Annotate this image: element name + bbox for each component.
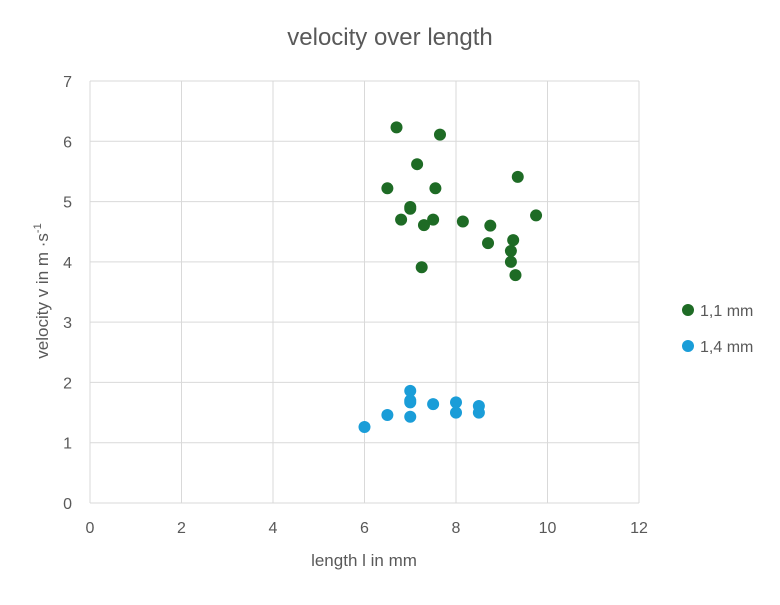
legend-marker-series-1: [682, 304, 694, 316]
y-tick-label: 0: [63, 496, 72, 513]
data-point-series-1: [507, 234, 520, 247]
legend-marker-series-2: [682, 340, 694, 352]
data-point-series-1: [530, 209, 543, 222]
data-point-series-1: [390, 121, 403, 134]
data-point-series-1: [427, 213, 440, 226]
data-point-series-1: [415, 261, 428, 274]
legend-item-series-2: 1,4 mm: [682, 339, 753, 356]
y-axis-label: velocity v in m ·s-1: [32, 223, 52, 358]
y-tick-label: 3: [63, 315, 72, 332]
x-tick-label: 0: [86, 520, 95, 537]
legend-label-series-1: 1,1 mm: [700, 303, 753, 320]
data-point-series-1: [509, 269, 522, 282]
gridlines: [89, 80, 640, 504]
data-point-series-1: [433, 128, 446, 141]
data-point-series-1: [381, 182, 394, 195]
x-tick-label: 12: [630, 520, 648, 537]
y-tick-label: 7: [63, 74, 72, 91]
data-point-series-2: [404, 410, 417, 423]
y-axis-label-main: velocity v in m ·s: [33, 233, 52, 359]
x-axis-label: length l in mm: [311, 551, 417, 570]
data-point-series-2: [427, 398, 440, 411]
legend: 1,1 mm 1,4 mm: [682, 303, 753, 356]
data-point-series-2: [358, 421, 371, 434]
legend-label-series-2: 1,4 mm: [700, 339, 753, 356]
y-tick-label: 6: [63, 134, 72, 151]
data-point-series-1: [456, 215, 469, 228]
data-point-series-1: [411, 158, 424, 171]
data-point-series-1: [417, 219, 430, 232]
data-point-series-1: [404, 202, 417, 215]
data-point-series-1: [504, 255, 517, 268]
chart-title: velocity over length: [287, 24, 492, 51]
y-tick-label: 5: [63, 195, 72, 212]
y-axis-label-superscript: -1: [32, 223, 44, 233]
y-tick-label: 1: [63, 436, 72, 453]
data-point-series-1: [504, 245, 517, 258]
data-points: [358, 121, 543, 434]
y-tick-label: 2: [63, 375, 72, 392]
data-point-series-2: [450, 406, 462, 419]
legend-item-series-1: 1,1 mm: [682, 303, 753, 320]
x-tick-label: 4: [269, 520, 278, 537]
data-point-series-1: [482, 237, 495, 250]
y-tick-label: 4: [63, 255, 72, 272]
data-point-series-2: [450, 396, 462, 409]
x-tick-label: 8: [452, 520, 461, 537]
data-point-series-1: [429, 182, 442, 195]
data-point-series-1: [484, 219, 497, 232]
data-point-series-1: [511, 170, 524, 183]
x-tick-label: 2: [177, 520, 186, 537]
data-point-series-1: [395, 213, 408, 226]
x-tick-label: 10: [539, 520, 557, 537]
data-point-series-2: [404, 384, 417, 397]
data-point-series-2: [404, 396, 417, 409]
x-tick-label: 6: [360, 520, 369, 537]
data-point-series-2: [472, 406, 485, 419]
data-point-series-2: [381, 408, 394, 421]
